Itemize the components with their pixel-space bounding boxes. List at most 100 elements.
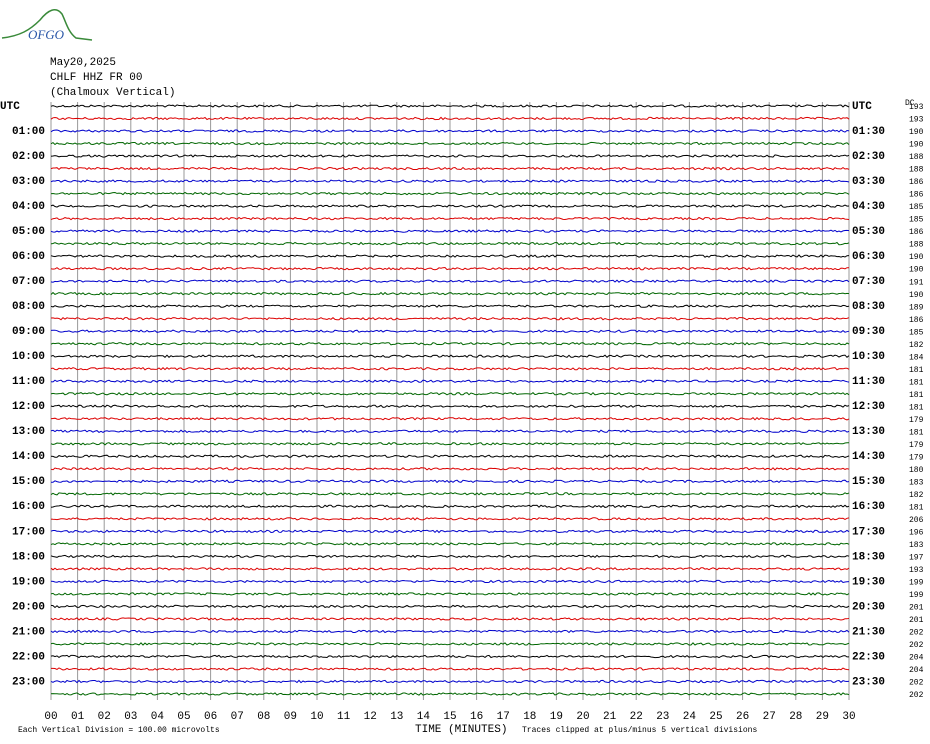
- dc-value: 182: [909, 491, 924, 500]
- footer-clip: Traces clipped at plus/minus 5 vertical …: [522, 726, 757, 735]
- dc-value: 189: [909, 303, 924, 312]
- trace: [50, 692, 850, 696]
- left-time-label: 14:00: [12, 451, 45, 463]
- trace: [50, 266, 850, 271]
- dc-value: 186: [909, 191, 924, 200]
- dc-value: 184: [909, 353, 924, 362]
- trace: [50, 679, 850, 684]
- dc-value: 183: [909, 541, 924, 550]
- x-tick-label: 04: [151, 711, 165, 723]
- right-time-label: 10:30: [852, 351, 885, 363]
- station: CHLF HHZ FR 00: [50, 72, 142, 84]
- x-tick-label: 11: [337, 711, 351, 723]
- dc-value: 190: [909, 128, 924, 137]
- dc-label: DC: [905, 99, 915, 108]
- right-time-label: 20:30: [852, 601, 885, 613]
- dc-value: 190: [909, 141, 924, 150]
- dc-value: 204: [909, 654, 924, 663]
- right-time-label: 16:30: [852, 501, 885, 513]
- x-tick-label: 08: [257, 711, 270, 723]
- trace: [50, 279, 850, 283]
- x-tick-label: 02: [98, 711, 111, 723]
- trace: [50, 642, 850, 646]
- dc-value: 202: [909, 641, 924, 650]
- x-tick-label: 25: [709, 711, 722, 723]
- right-time-label: 08:30: [852, 301, 885, 313]
- trace: [50, 416, 850, 421]
- x-tick-label: 20: [576, 711, 589, 723]
- dc-value: 182: [909, 341, 924, 350]
- right-time-label: 01:30: [852, 126, 885, 138]
- left-time-label: 18:00: [12, 551, 45, 563]
- trace: [50, 166, 850, 171]
- left-time-label: 01:00: [12, 126, 45, 138]
- trace: [50, 179, 850, 183]
- right-time-label: 21:30: [852, 626, 885, 638]
- trace: [50, 467, 850, 471]
- trace: [50, 129, 850, 133]
- x-tick-label: 17: [497, 711, 510, 723]
- trace: [50, 329, 850, 333]
- right-time-label: 17:30: [852, 526, 885, 538]
- trace: [50, 542, 850, 546]
- trace: [51, 667, 850, 671]
- left-time-label: 13:00: [12, 426, 45, 438]
- x-tick-label: 07: [231, 711, 244, 723]
- right-time-label: 07:30: [852, 276, 885, 288]
- trace: [50, 354, 850, 358]
- left-time-label: 22:00: [12, 651, 45, 663]
- dc-value: 199: [909, 591, 924, 600]
- right-time-label: 13:30: [852, 426, 885, 438]
- x-tick-label: 29: [816, 711, 829, 723]
- left-time-label: 03:00: [12, 176, 45, 188]
- left-time-label: 06:00: [12, 251, 45, 263]
- trace: [50, 341, 850, 346]
- x-tick-label: 16: [470, 711, 483, 723]
- dc-value: 190: [909, 253, 924, 262]
- left-time-label: 12:00: [12, 401, 45, 413]
- dc-value: 186: [909, 178, 924, 187]
- dc-value: 193: [909, 103, 924, 112]
- left-time-label: 04:00: [12, 201, 45, 213]
- dc-value: 204: [909, 666, 924, 675]
- dc-value: 181: [909, 503, 924, 512]
- left-time-label: 20:00: [12, 601, 45, 613]
- left-time-label: 10:00: [12, 351, 45, 363]
- location: (Chalmoux Vertical): [50, 87, 175, 99]
- trace: [51, 479, 850, 484]
- left-time-label: UTC: [0, 101, 20, 113]
- trace: [50, 141, 850, 146]
- dc-value: 185: [909, 203, 924, 212]
- dc-value: 193: [909, 566, 924, 575]
- left-time-label: 07:00: [12, 276, 45, 288]
- dc-value: 183: [909, 478, 924, 487]
- logo-curve: [1, 9, 93, 41]
- right-time-label: 18:30: [852, 551, 885, 563]
- trace: [50, 304, 850, 308]
- x-tick-label: 22: [630, 711, 643, 723]
- dc-value: 181: [909, 366, 924, 375]
- dc-value: 188: [909, 166, 924, 175]
- trace: [50, 529, 850, 534]
- x-tick-label: 13: [390, 711, 403, 723]
- trace: [50, 154, 850, 158]
- left-time-label: 21:00: [12, 626, 45, 638]
- dc-value: 193: [909, 116, 924, 125]
- dc-value: 190: [909, 291, 924, 300]
- trace: [50, 579, 850, 584]
- trace: [50, 241, 850, 246]
- dc-value: 206: [909, 516, 924, 525]
- dc-value: 181: [909, 403, 924, 412]
- dc-value: 201: [909, 604, 924, 613]
- trace: [50, 366, 850, 371]
- left-time-label: 11:00: [12, 376, 45, 388]
- left-time-label: 16:00: [12, 501, 45, 513]
- dc-value: 199: [909, 579, 924, 588]
- left-time-label: 09:00: [12, 326, 45, 338]
- right-time-label: 22:30: [852, 651, 885, 663]
- dc-value: 196: [909, 528, 924, 537]
- trace: [50, 191, 850, 196]
- trace: [50, 391, 850, 396]
- right-time-label: 05:30: [852, 226, 885, 238]
